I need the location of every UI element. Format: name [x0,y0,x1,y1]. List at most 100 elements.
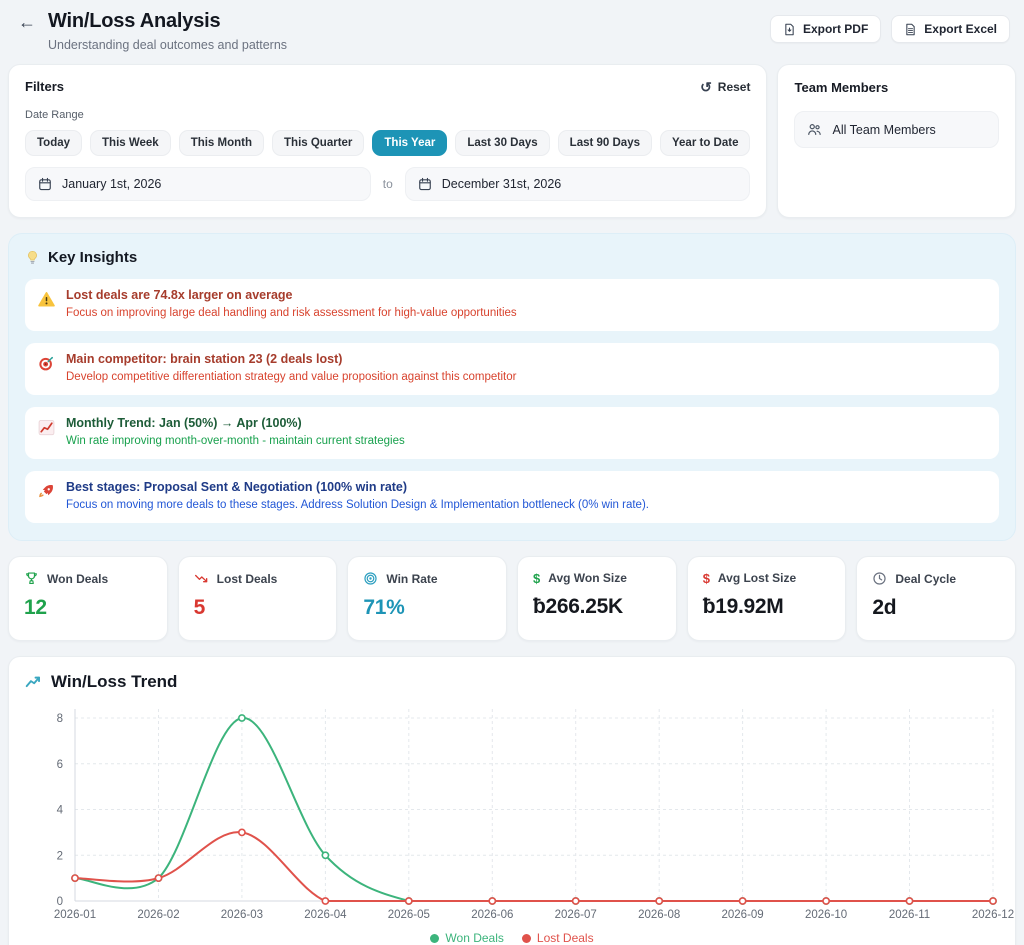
legend-label: Lost Deals [536,931,594,945]
stats-row: Won Deals 12 Lost Deals 5 Win Rate 71% [8,556,1017,641]
key-insights-title: Key Insights [48,249,138,266]
calendar-icon [418,177,432,191]
rocket-icon [38,483,55,505]
reset-filters-button[interactable]: ↺ Reset [700,80,750,94]
users-icon [807,122,822,137]
dartboard-icon [38,355,55,377]
page-subtitle: Understanding deal outcomes and patterns [48,38,288,52]
stat-label: Lost Deals [216,571,278,586]
chip-today[interactable]: Today [25,130,83,156]
insight-title: Lost deals are 74.8x larger on average [66,288,293,302]
stat-card-avg-lost-size: $ Avg Lost Size ƀ19.92M [686,556,847,641]
back-arrow-icon[interactable]: ← [18,12,36,32]
svg-text:2026-02: 2026-02 [137,909,179,921]
svg-text:2026-10: 2026-10 [805,909,847,921]
calendar-icon [38,177,52,191]
chart-increasing-icon [38,419,55,441]
end-date-input[interactable]: December 31st, 2026 [404,167,751,201]
export-excel-button[interactable]: Export Excel [891,15,1010,43]
insight-item-main-competitor: Main competitor: brain station 23 (2 dea… [25,343,999,395]
export-buttons: Export PDF Export Excel [769,10,1010,43]
dollar-icon-green: $ [533,570,541,586]
key-insights-panel: Key Insights Lost deals are 74.8x larger… [8,233,1016,541]
reset-icon: ↺ [700,78,712,95]
chip-last-90-days[interactable]: Last 90 Days [557,130,652,156]
chart-legend: Won Deals Lost Deals [25,931,999,945]
svg-text:6: 6 [57,759,63,771]
insight-description: Win rate improving month-over-month - ma… [66,435,405,447]
stat-label: Avg Won Size [548,571,627,585]
filters-card: Filters ↺ Reset Date Range Today This We… [8,64,768,218]
insight-description: Focus on moving more deals to these stag… [66,499,649,511]
date-range-label: Date Range [25,109,84,121]
svg-text:2: 2 [57,850,63,862]
document-lines-icon [904,23,917,36]
stat-card-won-deals: Won Deals 12 [8,556,168,641]
svg-text:2026-07: 2026-07 [555,909,597,921]
stat-label: Deal Cycle [895,571,957,586]
stat-card-win-rate: Win Rate 71% [347,556,508,641]
winloss-trend-chart: 0 2 4 6 8 2026-01 2026-02 2026-03 2026-04 2026-05… [54,709,1014,921]
title-block: Win/Loss Analysis Understanding deal out… [48,10,287,52]
end-date-value: December 31st, 2026 [441,177,562,191]
stat-value: ƀ266.25K [533,595,623,618]
stat-card-deal-cycle: Deal Cycle 2d [856,556,1017,641]
stat-card-lost-deals: Lost Deals 5 [177,556,338,641]
svg-text:8: 8 [57,713,63,725]
legend-swatch [430,933,440,943]
svg-text:2026-09: 2026-09 [721,909,763,921]
insight-item-best-stages: Best stages: Proposal Sent & Negotiation… [25,471,999,523]
target-icon [363,571,378,586]
insight-item-lost-deal-size: Lost deals are 74.8x larger on average F… [25,279,999,331]
svg-text:2026-01: 2026-01 [54,909,96,921]
export-pdf-button[interactable]: Export PDF [769,15,882,43]
svg-text:2026-12: 2026-12 [972,909,1014,921]
legend-item[interactable]: Lost Deals [521,931,594,945]
chip-this-year[interactable]: This Year [372,130,448,156]
start-date-value: January 1st, 2026 [62,177,162,191]
team-members-value: All Team Members [832,122,936,137]
stat-value: 2d [872,596,897,619]
insight-description: Develop competitive differentiation stra… [66,371,517,383]
trophy-icon [24,571,39,586]
insight-title: Best stages: Proposal Sent & Negotiation… [66,480,408,494]
stat-value: 12 [24,596,47,619]
export-excel-label: Export Excel [924,22,997,36]
chip-this-month[interactable]: This Month [178,130,265,156]
svg-text:2026-04: 2026-04 [304,909,347,921]
trending-up-icon [25,674,42,691]
team-members-select[interactable]: All Team Members [794,111,999,148]
date-preset-chips: Today This Week This Month This Quarter … [25,130,751,156]
page-header: ← Win/Loss Analysis Understanding deal o… [8,0,1016,52]
stat-value: 5 [193,596,206,619]
legend-swatch [521,933,531,943]
stat-label: Avg Lost Size [717,571,797,585]
stat-card-avg-won-size: $ Avg Won Size ƀ266.25K [517,556,677,641]
svg-text:0: 0 [57,896,63,908]
insight-title: Main competitor: brain station 23 (2 dea… [66,352,343,366]
svg-text:2026-11: 2026-11 [889,909,930,921]
clock-icon [872,571,887,586]
chart-title: Win/Loss Trend [51,672,178,691]
document-download-icon [783,23,796,36]
warning-icon [38,291,55,313]
team-members-title: Team Members [794,80,889,95]
stat-value: ƀ19.92M [702,595,784,618]
chip-this-quarter[interactable]: This Quarter [272,130,365,156]
trending-down-icon [194,571,209,586]
stat-label: Win Rate [386,571,438,586]
insight-item-monthly-trend: Monthly Trend: Jan (50%) → Apr (100%) Wi… [25,407,999,459]
legend-item[interactable]: Won Deals [430,931,504,945]
chip-last-30-days[interactable]: Last 30 Days [455,130,550,156]
insight-description: Focus on improving large deal handling a… [66,307,517,319]
chip-this-week[interactable]: This Week [90,130,171,156]
filters-title: Filters [25,79,65,94]
stat-value: 71% [363,596,405,619]
start-date-input[interactable]: January 1st, 2026 [25,167,371,201]
svg-text:2026-08: 2026-08 [638,909,680,921]
chip-year-to-date[interactable]: Year to Date [660,130,751,156]
legend-label: Won Deals [445,931,504,945]
to-label: to [382,177,393,191]
winloss-trend-card: Win/Loss Trend 0 2 4 6 8 2026-01 2026-02 2026-0… [8,656,1016,945]
